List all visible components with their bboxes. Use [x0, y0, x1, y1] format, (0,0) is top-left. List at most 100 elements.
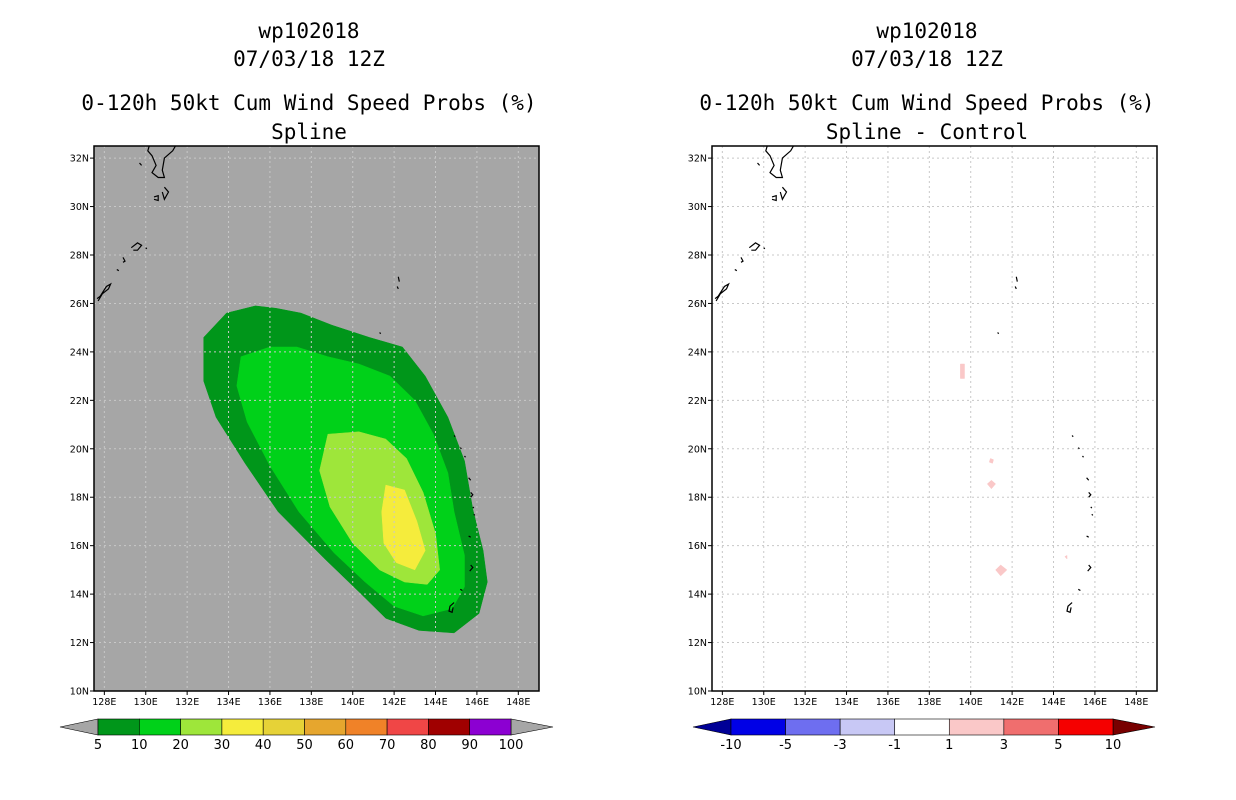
colorbar-label: 3: [1000, 738, 1008, 753]
colorbar-label: -10: [720, 738, 741, 753]
y-tick-label: 26N: [688, 299, 707, 310]
map-background: [712, 146, 1157, 691]
x-tick-label: 144E: [1041, 697, 1065, 708]
panel-title-date: 07/03/18 12Z: [233, 47, 385, 71]
colorbar-swatch: [948, 718, 1005, 736]
panel-title-product: 0-120h 50kt Cum Wind Speed Probs (%): [699, 91, 1155, 115]
x-tick-label: 128E: [92, 697, 116, 708]
colorbar-swatch: [785, 718, 841, 736]
contour-1-3-3: [995, 564, 1008, 577]
x-tick-label: 140E: [341, 697, 365, 708]
panel-title-method: Spline - Control: [825, 120, 1029, 144]
colorbar-swatch: [139, 718, 181, 736]
y-tick-label: 32N: [70, 154, 89, 165]
y-tick-label: 24N: [70, 347, 89, 358]
colorbar-swatch: [894, 718, 950, 736]
coastline-maug: [459, 447, 462, 450]
colorbar-label: 50: [296, 738, 313, 753]
coastline-rota: [460, 588, 463, 592]
coastline-anatahan: [1086, 535, 1089, 538]
colorbar-swatch: [345, 718, 388, 736]
coastline-saipan: [469, 564, 474, 572]
x-tick-label: 146E: [465, 697, 489, 708]
y-tick-label: 10N: [688, 687, 707, 698]
coastline-tanegashima: [779, 186, 788, 201]
colorbar-label: 20: [172, 738, 189, 753]
coastline-guguan: [1091, 513, 1094, 516]
coastline-yakushima: [771, 194, 777, 202]
contour-1-3-2: [986, 479, 996, 490]
x-tick-label: 134E: [216, 697, 240, 708]
x-tick-label: 144E: [423, 697, 447, 708]
x-tick-label: 148E: [1124, 697, 1148, 708]
colorbar-low-arrow: [59, 718, 99, 736]
difference-map-chart: 10N 12N 14N 16N 18N 20N 22N 24N 26N 28N 30N 32N 128E…: [688, 145, 1158, 753]
coastline-kikai: [145, 247, 148, 250]
y-tick-label: 22N: [688, 396, 707, 407]
coastline-tokunoshima: [122, 257, 126, 263]
y-tick-label: 12N: [70, 638, 89, 649]
colorbar-label: -1: [888, 738, 901, 753]
colorbar-swatch: [730, 718, 786, 736]
coastline-amami: [130, 242, 143, 251]
map-frame: [93, 145, 540, 692]
panel-title-date: 07/03/18 12Z: [851, 47, 1003, 71]
coastline-kikai: [763, 247, 766, 250]
y-tick-label: 16N: [688, 541, 707, 552]
colorbar-swatch: [1058, 718, 1114, 736]
panel-title-method: Spline: [271, 120, 347, 144]
x-tick-label: 130E: [752, 697, 776, 708]
panel-title-product: 0-120h 50kt Cum Wind Speed Probs (%): [81, 91, 537, 115]
coastline-okinawa: [96, 282, 112, 302]
panel-spline-minus-control: wp102018 07/03/18 12Z 0-120h 50kt Cum Wi…: [618, 0, 1236, 800]
y-tick-label: 30N: [70, 202, 89, 213]
x-tick-label: 146E: [1083, 697, 1107, 708]
map-layer: [94, 146, 539, 691]
x-tick-label: 134E: [834, 697, 858, 708]
coastline-farallon: [1071, 435, 1074, 438]
colorbar-label: 80: [420, 738, 437, 753]
colorbar-swatch: [469, 718, 512, 736]
coastline-kyushu: [765, 146, 795, 179]
coastline-iwojima: [997, 332, 1000, 335]
contour-1-3-0: [960, 363, 965, 379]
colorbar-label: 10: [131, 738, 148, 753]
colorbar-high-arrow: [1112, 718, 1156, 736]
x-tick-label: 132E: [793, 697, 817, 708]
y-tick-label: 22N: [70, 396, 89, 407]
colorbar-label: 40: [255, 738, 272, 753]
coastline-tokunoshima: [740, 257, 744, 263]
y-tick-label: 12N: [688, 638, 707, 649]
coastline-ogasawara-n: [1015, 276, 1018, 282]
x-tick-label: 148E: [506, 697, 530, 708]
y-tick-label: 18N: [688, 493, 707, 504]
x-tick-label: 132E: [175, 697, 199, 708]
colorbar-label: 70: [379, 738, 396, 753]
coastline-pagan: [1088, 492, 1092, 498]
y-tick-label: 14N: [70, 590, 89, 601]
y-tick-label: 14N: [688, 590, 707, 601]
x-tick-label: 138E: [917, 697, 941, 708]
coastline-farallon: [453, 435, 456, 438]
colorbar-swatch: [97, 718, 140, 736]
panel-spline: wp102018 07/03/18 12Z 0-120h 50kt Cum Wi…: [59, 19, 554, 753]
coastline-anatahan: [468, 535, 471, 538]
y-tick-label: 30N: [688, 202, 707, 213]
coastline-alamagan: [472, 506, 475, 509]
map-frame: [711, 145, 1158, 692]
colorbar-swatch: [1003, 718, 1059, 736]
coastline-agrihan: [468, 477, 472, 481]
colorbar-swatch: [180, 718, 223, 736]
coastline-pagan: [470, 492, 474, 498]
colorbar-label: 100: [499, 738, 524, 753]
coastline-iwojima: [379, 332, 382, 335]
y-tick-label: 20N: [688, 444, 707, 455]
coastline-guam: [1066, 602, 1073, 614]
coastline-maug: [1077, 447, 1080, 450]
y-tick-label: 32N: [688, 154, 707, 165]
y-tick-label: 10N: [70, 687, 89, 698]
coastline-okinoerabu: [734, 268, 738, 272]
coastline-saipan: [1087, 564, 1092, 572]
coastline-okinoerabu: [116, 268, 120, 272]
coastline-asuncion: [464, 455, 466, 458]
